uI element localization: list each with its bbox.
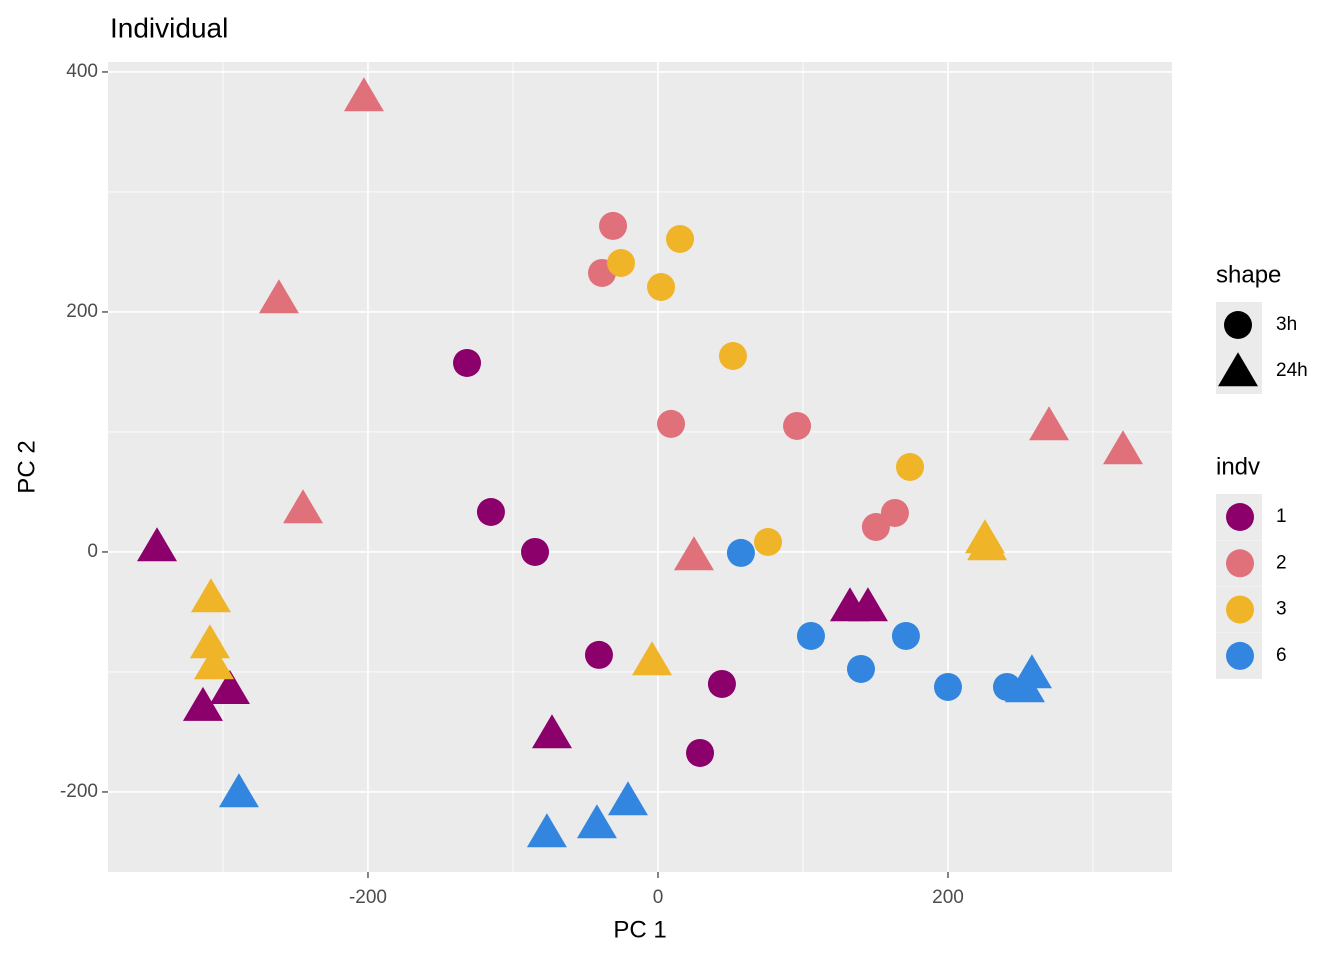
point (607, 249, 636, 277)
point (607, 781, 648, 816)
point (1102, 430, 1143, 465)
point (1218, 352, 1258, 387)
panel (108, 62, 1172, 872)
point (190, 578, 231, 613)
point (707, 669, 736, 698)
legend-label: 2 (1276, 552, 1287, 573)
point (584, 640, 613, 669)
point (967, 526, 1008, 561)
point (521, 537, 550, 566)
point (218, 773, 259, 808)
point (796, 621, 825, 650)
point (861, 513, 890, 541)
y-tick-label: -200 (60, 781, 98, 802)
point (783, 411, 812, 440)
chart-title: Individual (110, 12, 228, 43)
legend-swatch (1226, 503, 1254, 531)
y-tick-label: 200 (66, 301, 98, 322)
point (343, 77, 384, 112)
point (847, 587, 888, 622)
point (182, 686, 223, 721)
legend-title: shape (1216, 261, 1281, 288)
legend-label: 3 (1276, 599, 1287, 620)
legend-label: 6 (1276, 645, 1287, 666)
point (933, 672, 962, 701)
point (576, 804, 617, 839)
point (754, 528, 783, 556)
point (686, 738, 715, 767)
y-axis-title: PC 2 (13, 440, 40, 493)
point (718, 342, 747, 370)
point (209, 670, 250, 705)
point (193, 645, 234, 680)
point (647, 273, 676, 301)
point (189, 624, 230, 659)
point (531, 714, 572, 749)
legend-swatch (1226, 595, 1254, 624)
point (137, 527, 178, 562)
legend-title: indv (1216, 453, 1260, 480)
point (666, 225, 695, 253)
legend-label: 24h (1276, 360, 1308, 381)
points (137, 77, 1143, 848)
y-tick-label: 0 (87, 541, 98, 562)
point (599, 211, 628, 240)
legend-swatch (1226, 641, 1254, 670)
x-axis-title: PC 1 (613, 916, 666, 943)
legend-swatch (1226, 549, 1254, 578)
legend: shape 3h 24h indv 1 2 3 6 (1216, 261, 1308, 679)
point (283, 489, 324, 524)
point (453, 348, 482, 377)
point (1004, 668, 1045, 703)
point (1224, 311, 1252, 339)
x-tick-label: 0 (653, 887, 664, 908)
legend-label: 3h (1276, 314, 1297, 335)
x-tick-label: -200 (349, 887, 387, 908)
point (657, 409, 686, 438)
point (895, 453, 924, 481)
grid (108, 62, 1172, 872)
y-tick-label: 400 (66, 61, 98, 82)
legend-label: 1 (1276, 506, 1287, 527)
x-tick-label: 200 (932, 887, 964, 908)
point (1029, 406, 1070, 441)
point (891, 621, 920, 650)
point (632, 641, 673, 676)
point (476, 498, 505, 526)
point (258, 279, 299, 314)
point (726, 538, 755, 567)
point (846, 654, 875, 683)
point (526, 813, 567, 848)
point (673, 536, 714, 571)
